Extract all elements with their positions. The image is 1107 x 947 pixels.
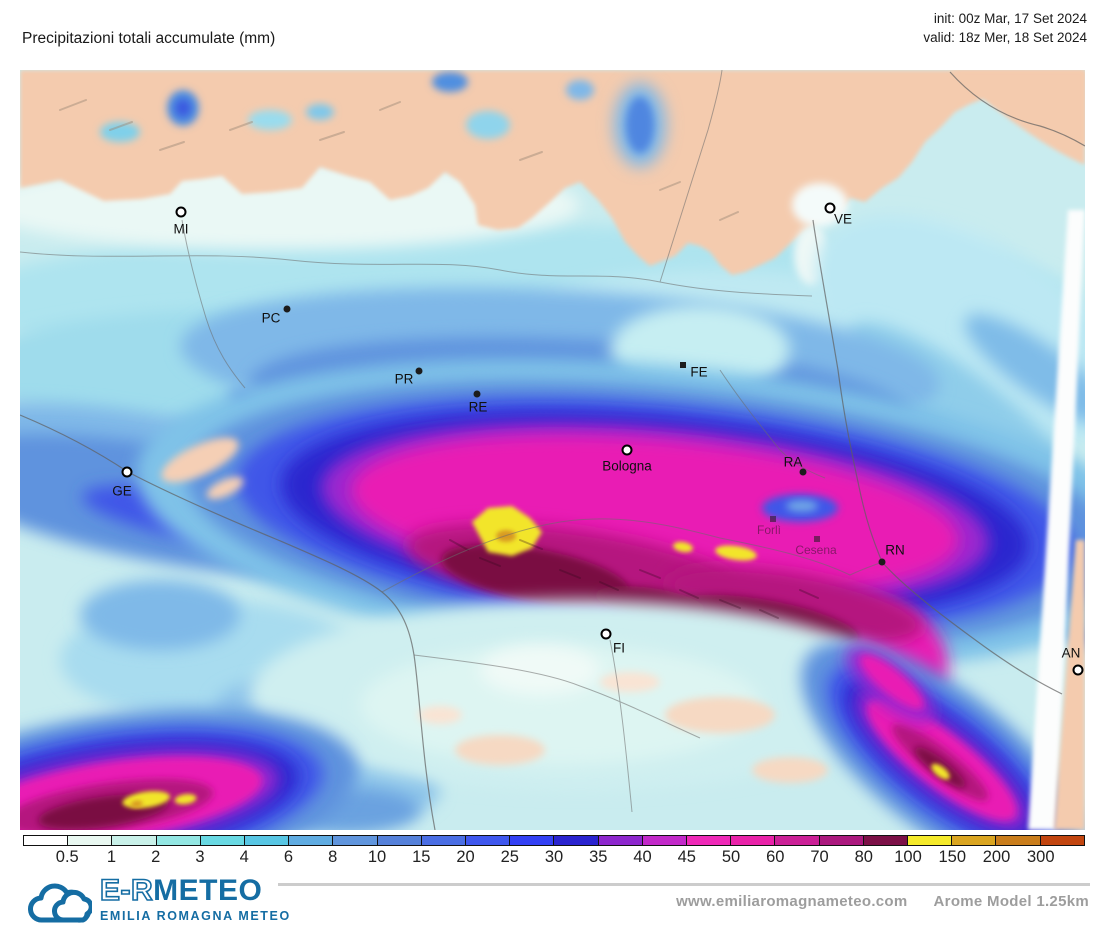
legend-tick: 60	[766, 848, 785, 866]
city-marker	[878, 558, 886, 566]
city-label: FI	[613, 640, 625, 656]
legend-color-segment	[200, 836, 246, 845]
legend-tick: 50	[721, 848, 741, 866]
city-marker	[680, 362, 686, 368]
city-label: PC	[261, 310, 281, 326]
footer-divider	[278, 883, 1090, 886]
legend-color-segment	[731, 836, 776, 845]
footer-credits: www.emiliaromagnameteo.com Arome Model 1.…	[676, 893, 1089, 910]
logo-er: E-R	[99, 874, 154, 907]
legend-tick: 8	[328, 848, 338, 866]
city-label: Bologna	[602, 458, 652, 474]
logo-wordmark: E-RMETEO	[99, 874, 291, 907]
legend-color-segment	[554, 836, 599, 845]
legend-color-segment	[24, 836, 69, 845]
legend-tick: 35	[589, 848, 608, 866]
legend-tick: 20	[456, 848, 475, 866]
precipitation-legend: 0.5 1 2 3 4 6 8 10 15 20 25 30 35 40 45 50 60 70 80 100 150 2…	[23, 835, 1085, 872]
city-marker	[473, 390, 481, 398]
city-marker	[824, 202, 836, 214]
legend-color-segment	[377, 836, 422, 845]
city-label: RN	[885, 542, 905, 558]
legend-tick: 45	[677, 848, 696, 866]
legend-tick: 70	[810, 848, 829, 866]
precipitation-map: MI VE PC PR RE FE Bologna RA GE RN FI AN Forlì Cesena	[20, 70, 1085, 830]
map-title: Precipitazioni totali accumulate (mm)	[22, 30, 276, 47]
legend-colorbar	[23, 835, 1085, 846]
city-marker	[283, 305, 291, 313]
legend-tick: 15	[412, 848, 431, 866]
city-label: Cesena	[795, 543, 837, 557]
legend-color-segment	[819, 836, 864, 845]
ermeteo-logo: E-RMETEO EMILIA ROMAGNA METEO	[26, 874, 291, 932]
legend-color-segment	[1040, 836, 1084, 845]
city-label: RA	[783, 454, 803, 470]
city-label: AN	[1061, 645, 1081, 661]
legend-color-segment	[996, 836, 1041, 845]
legend-tick: 100	[894, 848, 922, 866]
valid-time: valid: 18z Mer, 18 Set 2024	[923, 29, 1087, 45]
city-marker	[770, 516, 776, 522]
legend-tick: 4	[239, 848, 249, 866]
city-marker	[799, 468, 807, 476]
city-marker	[1072, 664, 1084, 676]
legend-color-segment	[863, 836, 909, 845]
legend-tick: 40	[633, 848, 652, 866]
city-label: VE	[833, 211, 853, 227]
city-marker	[121, 466, 133, 478]
legend-color-segment	[908, 836, 953, 845]
legend-color-segment	[775, 836, 820, 845]
logo-meteo: METEO	[153, 874, 263, 907]
legend-tick: 3	[195, 848, 205, 866]
legend-color-segment	[245, 836, 290, 845]
legend-color-segment	[156, 836, 201, 845]
legend-color-segment	[333, 836, 378, 845]
cloud-logo-icon	[28, 883, 92, 923]
legend-tick: 30	[544, 848, 564, 866]
legend-tick: 150	[938, 848, 967, 866]
logo-subtitle: EMILIA ROMAGNA METEO	[100, 909, 291, 923]
init-time: init: 00z Mar, 17 Set 2024	[933, 11, 1087, 26]
city-label: RE	[468, 399, 488, 415]
legend-color-segment	[642, 836, 688, 845]
city-layer: MI VE PC PR RE FE Bologna RA GE RN FI AN Forlì Cesena	[20, 70, 1085, 830]
legend-tick: 1	[106, 848, 117, 866]
legend-color-segment	[289, 836, 334, 845]
city-marker	[175, 206, 187, 218]
legend-tick: 6	[283, 848, 294, 866]
legend-color-segment	[421, 836, 467, 845]
city-label: PR	[394, 371, 414, 387]
legend-color-segment	[510, 836, 555, 845]
city-label: FE	[690, 364, 708, 380]
city-marker	[621, 444, 633, 456]
city-marker	[415, 367, 423, 375]
city-label: MI	[173, 221, 189, 237]
city-marker	[600, 628, 612, 640]
legend-tick: 80	[854, 848, 873, 866]
legend-color-segment	[598, 836, 643, 845]
precipitation-field	[20, 70, 1085, 830]
legend-color-segment	[68, 836, 113, 845]
run-info: init: 00z Mar, 17 Set 2024 valid: 18z Me…	[923, 10, 1087, 48]
legend-color-segment	[952, 836, 997, 845]
city-marker	[814, 536, 820, 542]
legend-color-segment	[687, 836, 732, 845]
legend-color-segment	[466, 836, 511, 845]
city-label: GE	[112, 483, 132, 499]
model-text: Arome Model 1.25km	[933, 893, 1089, 910]
legend-tick: 2	[151, 848, 161, 866]
legend-tick: 0.5	[55, 848, 79, 866]
legend-tick: 10	[367, 848, 387, 866]
city-label: Forlì	[757, 523, 781, 537]
legend-tick: 200	[982, 848, 1011, 866]
legend-tick: 300	[1026, 848, 1055, 866]
legend-tick-labels: 0.5 1 2 3 4 6 8 10 15 20 25 30 35 40 45 50 60 70 80 100 150 2…	[23, 848, 1085, 872]
website-text: www.emiliaromagnameteo.com	[676, 893, 908, 910]
legend-color-segment	[112, 836, 157, 845]
legend-tick: 25	[500, 848, 519, 866]
